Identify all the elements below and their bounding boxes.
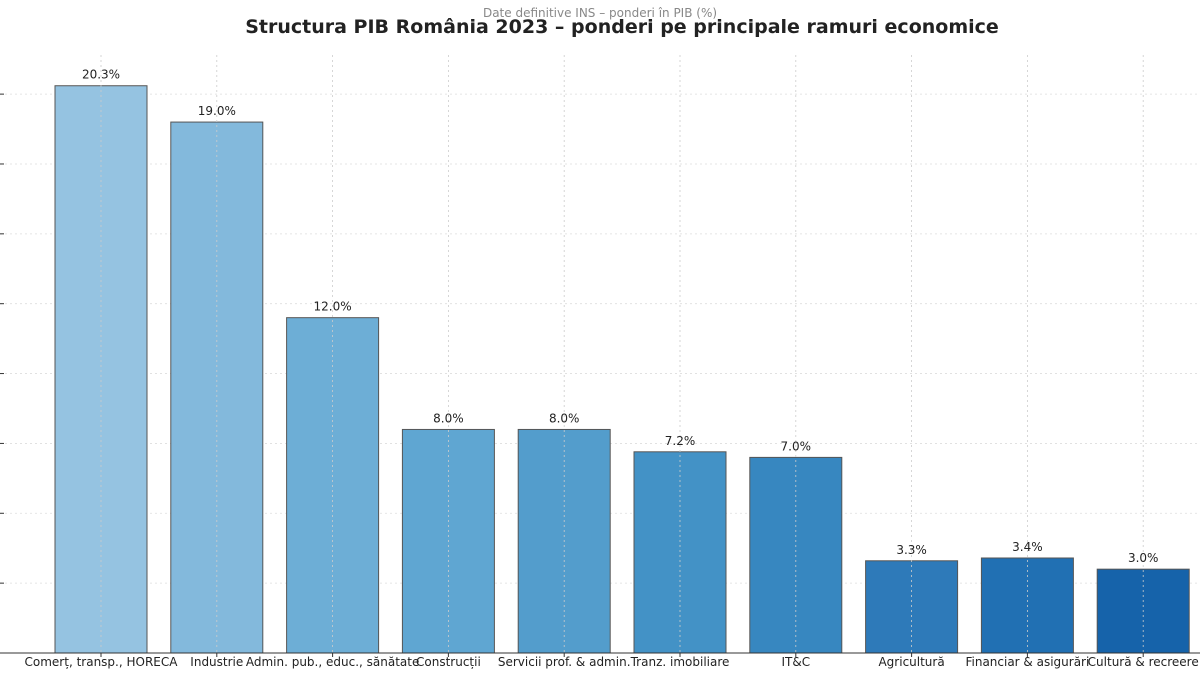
data-label: 7.2% — [665, 434, 696, 448]
x-tick-label: Admin. pub., educ., sănătate — [246, 655, 420, 669]
x-tick-label: Comerț, transp., HORECA — [25, 655, 179, 669]
data-label: 20.3% — [82, 68, 120, 82]
data-label: 3.3% — [896, 543, 927, 557]
data-label: 8.0% — [433, 411, 464, 425]
x-tick-label: IT&C — [781, 655, 810, 669]
data-label: 7.0% — [781, 439, 812, 453]
data-label: 3.0% — [1128, 551, 1159, 565]
data-label: 12.0% — [314, 300, 352, 314]
x-tick-label: Servicii prof. & admin. — [498, 655, 631, 669]
x-tick-label: Cultură & recreere — [1088, 655, 1199, 669]
x-tick-label: Agricultură — [878, 655, 944, 669]
chart-title: Structura PIB România 2023 – ponderi pe … — [245, 16, 999, 38]
x-tick-label: Tranz. imobiliare — [630, 655, 730, 669]
x-tick-label: Financiar & asigurări — [965, 655, 1089, 669]
chart-subtitle: Date definitive INS – ponderi în PIB (%) — [483, 6, 717, 20]
x-tick-label: Construcții — [416, 655, 481, 669]
x-tick-label: Industrie — [190, 655, 243, 669]
data-label: 19.0% — [198, 104, 236, 118]
data-label: 3.4% — [1012, 540, 1043, 554]
data-label: 8.0% — [549, 411, 580, 425]
